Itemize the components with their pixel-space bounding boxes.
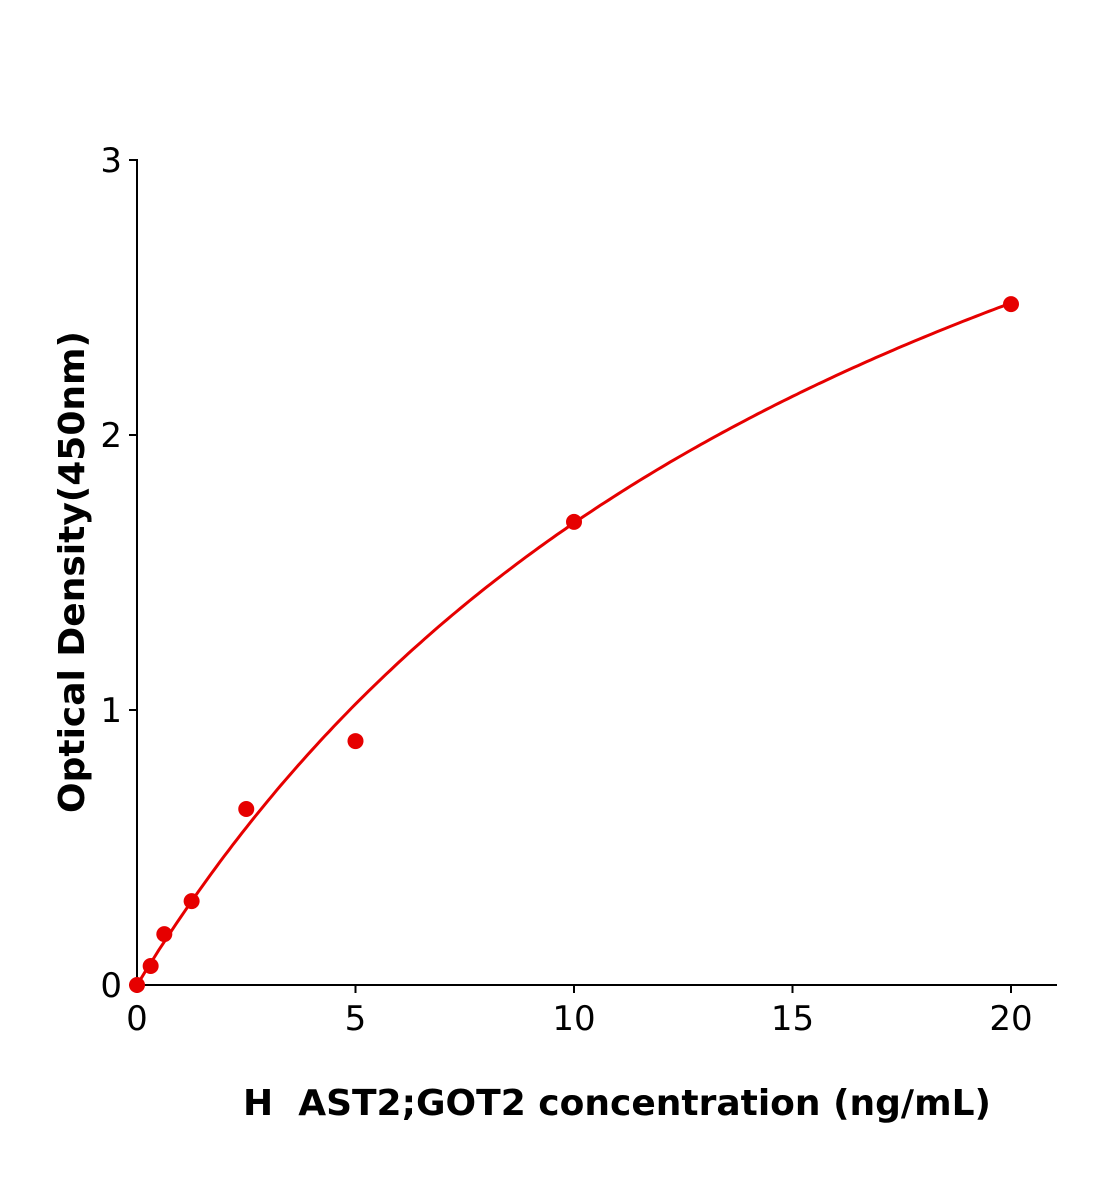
x-tick-label: 10 bbox=[552, 999, 595, 1039]
data-point bbox=[142, 958, 159, 975]
data-point bbox=[566, 513, 582, 530]
data-point bbox=[183, 893, 200, 910]
data-point bbox=[1003, 296, 1019, 313]
y-tick-label: 1 bbox=[100, 691, 122, 731]
data-point bbox=[347, 733, 364, 750]
y-tick-label: 3 bbox=[100, 141, 122, 181]
fit-curve bbox=[135, 301, 1012, 986]
data-point bbox=[238, 801, 255, 817]
data-point bbox=[129, 977, 145, 993]
x-axis-label: H AST2;GOT2 concentration (ng/mL) bbox=[243, 1083, 991, 1124]
data-point bbox=[156, 926, 173, 943]
y-tick-label: 2 bbox=[100, 416, 122, 456]
y-axis-label: Optical Density(450nm) bbox=[52, 331, 93, 813]
x-tick-label: 15 bbox=[771, 999, 814, 1039]
x-tick-label: 0 bbox=[126, 999, 148, 1039]
x-tick-label: 20 bbox=[989, 999, 1032, 1039]
y-tick-label: 0 bbox=[100, 966, 122, 1006]
x-tick-label: 5 bbox=[345, 999, 367, 1039]
